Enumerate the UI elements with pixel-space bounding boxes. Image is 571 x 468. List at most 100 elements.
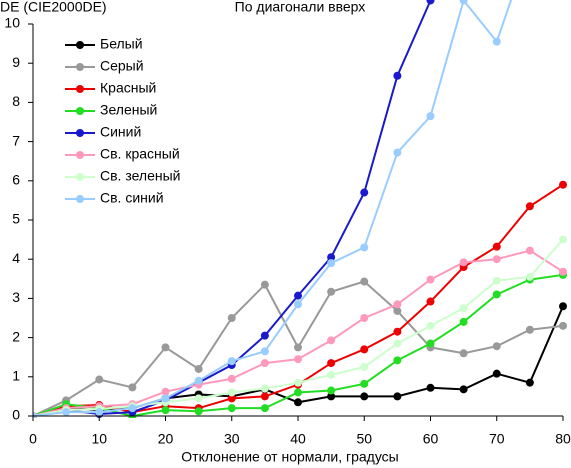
marker — [360, 392, 369, 401]
marker — [426, 383, 435, 392]
x-tick-label: 50 — [356, 431, 372, 447]
marker — [525, 246, 534, 255]
marker — [426, 112, 435, 121]
y-tick-label: 6 — [12, 172, 20, 188]
marker — [260, 392, 269, 401]
legend-label: Зеленый — [100, 102, 157, 118]
marker — [227, 404, 236, 413]
marker — [260, 331, 269, 340]
marker — [393, 356, 402, 365]
x-tick-label: 20 — [158, 431, 174, 447]
marker — [492, 242, 501, 251]
marker — [459, 304, 468, 313]
marker — [393, 148, 402, 157]
marker — [360, 345, 369, 354]
marker — [525, 325, 534, 334]
marker — [426, 0, 435, 5]
marker — [327, 287, 336, 296]
marker — [360, 243, 369, 252]
marker — [62, 408, 71, 417]
marker — [294, 388, 302, 397]
marker — [194, 407, 203, 416]
marker — [426, 275, 435, 284]
marker — [559, 180, 567, 189]
marker — [294, 378, 302, 387]
marker — [95, 408, 104, 417]
marker — [161, 406, 170, 415]
x-axis-label: Отклонение от нормали, градусы — [181, 449, 398, 465]
marker — [393, 339, 402, 348]
marker — [459, 258, 468, 267]
marker — [393, 306, 402, 315]
marker — [327, 392, 336, 401]
marker — [492, 342, 501, 351]
legend-label: Белый — [100, 36, 143, 52]
y-tick-label: 9 — [12, 54, 20, 70]
legend-marker — [76, 129, 84, 137]
marker — [559, 302, 567, 311]
marker — [426, 339, 435, 348]
marker — [161, 394, 170, 403]
marker — [393, 392, 402, 401]
y-tick-label: 0 — [12, 407, 20, 423]
marker — [294, 398, 302, 407]
marker — [294, 300, 302, 309]
legend-marker — [76, 85, 84, 93]
marker — [227, 314, 236, 322]
marker — [426, 297, 435, 306]
marker — [194, 394, 203, 403]
marker — [260, 347, 269, 356]
marker — [492, 290, 501, 299]
legend-label: Синий — [100, 124, 141, 140]
y-tick-label: 2 — [12, 328, 20, 344]
legend-marker — [76, 195, 84, 203]
marker — [426, 321, 435, 330]
marker — [260, 359, 269, 368]
marker — [393, 300, 402, 309]
marker — [327, 359, 336, 368]
marker — [393, 327, 402, 336]
marker — [161, 343, 170, 352]
y-axis-label: DE (CIE2000DE) — [0, 0, 107, 15]
marker — [227, 357, 236, 366]
marker — [95, 375, 104, 384]
legend-marker — [76, 173, 84, 181]
legend-label: Св. красный — [100, 146, 180, 162]
marker — [260, 384, 269, 393]
legend-marker — [76, 151, 84, 159]
series-line — [33, 0, 432, 417]
marker — [525, 202, 534, 211]
x-tick-label: 60 — [423, 431, 439, 447]
marker — [459, 385, 468, 394]
marker — [294, 355, 302, 364]
marker — [525, 272, 534, 281]
marker — [492, 369, 501, 378]
marker — [525, 378, 534, 387]
legend-marker — [76, 63, 84, 71]
marker — [327, 253, 336, 262]
x-tick-label: 0 — [29, 431, 37, 447]
marker — [459, 349, 468, 358]
marker — [360, 379, 369, 388]
marker — [459, 317, 468, 326]
marker — [559, 235, 567, 244]
marker — [227, 388, 236, 397]
marker — [33, 412, 37, 418]
series-line — [33, 0, 513, 417]
marker — [492, 255, 501, 264]
marker — [360, 277, 369, 286]
x-tick-label: 70 — [489, 431, 505, 447]
y-tick-label: 5 — [12, 211, 20, 227]
marker — [227, 374, 236, 383]
x-tick-label: 30 — [224, 431, 240, 447]
legend-marker — [76, 41, 84, 49]
y-tick-label: 10 — [4, 15, 20, 31]
marker — [161, 387, 170, 396]
marker — [393, 71, 402, 80]
marker — [260, 280, 269, 289]
marker — [194, 376, 203, 385]
marker — [227, 394, 236, 403]
y-tick-label: 3 — [12, 289, 20, 305]
marker — [327, 259, 336, 268]
